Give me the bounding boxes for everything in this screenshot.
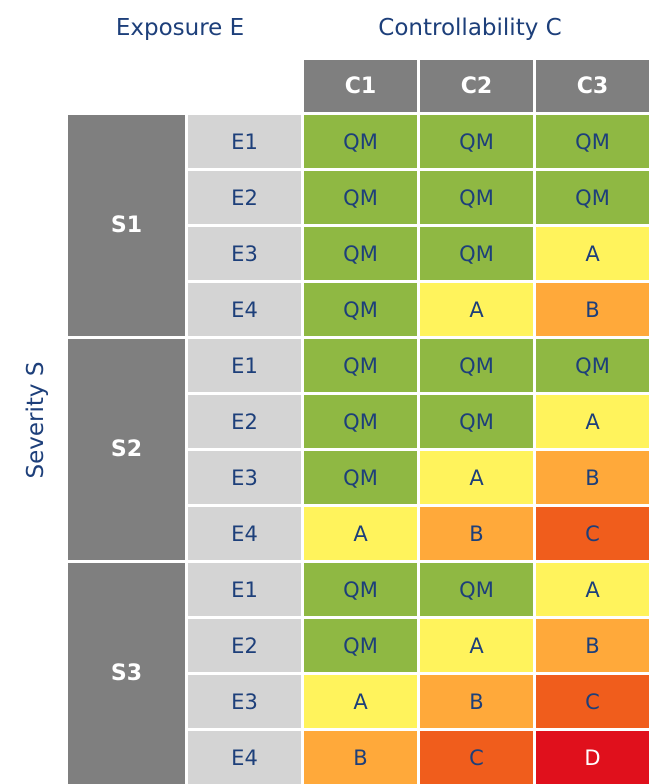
asil-cell-s3-e3-c2: B (420, 675, 533, 728)
exposure-label-s2-e4: E4 (188, 507, 301, 560)
asil-cell-s3-e1-c1: QM (304, 563, 417, 616)
exposure-label-s3-e3: E3 (188, 675, 301, 728)
asil-cell-s1-e2-c2: QM (420, 171, 533, 224)
exposure-label-s2-e1: E1 (188, 339, 301, 392)
asil-cell-s1-e4-c2: A (420, 283, 533, 336)
column-header-c1: C1 (304, 60, 417, 112)
asil-cell-s2-e4-c2: B (420, 507, 533, 560)
asil-cell-s1-e2-c1: QM (304, 171, 417, 224)
exposure-label-s3-e4: E4 (188, 731, 301, 784)
asil-cell-s3-e2-c3: B (536, 619, 649, 672)
asil-cell-s1-e3-c3: A (536, 227, 649, 280)
exposure-label-s3-e2: E2 (188, 619, 301, 672)
asil-cell-s1-e1-c3: QM (536, 115, 649, 168)
column-header-c2: C2 (420, 60, 533, 112)
asil-cell-s2-e1-c1: QM (304, 339, 417, 392)
column-header-c3: C3 (536, 60, 649, 112)
severity-s1: S1 (68, 115, 185, 336)
empty-corner (68, 60, 185, 112)
asil-cell-s3-e1-c2: QM (420, 563, 533, 616)
asil-cell-s1-e2-c3: QM (536, 171, 649, 224)
exposure-label-s1-e1: E1 (188, 115, 301, 168)
asil-cell-s3-e3-c1: A (304, 675, 417, 728)
exposure-label-s1-e3: E3 (188, 227, 301, 280)
severity-s3: S3 (68, 563, 185, 784)
asil-cell-s2-e4-c3: C (536, 507, 649, 560)
asil-cell-s2-e2-c2: QM (420, 395, 533, 448)
asil-cell-s2-e4-c1: A (304, 507, 417, 560)
exposure-label-s1-e2: E2 (188, 171, 301, 224)
exposure-axis-title: Exposure E (115, 15, 245, 41)
asil-cell-s2-e3-c1: QM (304, 451, 417, 504)
asil-cell-s2-e3-c3: B (536, 451, 649, 504)
asil-cell-s2-e2-c1: QM (304, 395, 417, 448)
asil-cell-s3-e1-c3: A (536, 563, 649, 616)
asil-cell-s2-e2-c3: A (536, 395, 649, 448)
asil-cell-s1-e4-c3: B (536, 283, 649, 336)
asil-cell-s1-e3-c1: QM (304, 227, 417, 280)
asil-cell-s3-e3-c3: C (536, 675, 649, 728)
asil-cell-s2-e1-c2: QM (420, 339, 533, 392)
asil-cell-s1-e1-c1: QM (304, 115, 417, 168)
asil-cell-s2-e3-c2: A (420, 451, 533, 504)
exposure-label-s2-e2: E2 (188, 395, 301, 448)
asil-cell-s3-e4-c1: B (304, 731, 417, 784)
controllability-axis-title: Controllability C (378, 15, 562, 41)
asil-cell-s3-e4-c3: D (536, 731, 649, 784)
asil-cell-s2-e1-c3: QM (536, 339, 649, 392)
asil-matrix: C1 C2 C3 S1 S2 S3 E1 QM QM QM E2 QM QM QM E3 QM QM… (68, 60, 649, 784)
severity-s2: S2 (68, 339, 185, 560)
exposure-label-s1-e4: E4 (188, 283, 301, 336)
asil-cell-s3-e2-c1: QM (304, 619, 417, 672)
severity-axis-title: Severity S (23, 361, 49, 479)
asil-cell-s1-e3-c2: QM (420, 227, 533, 280)
asil-cell-s3-e4-c2: C (420, 731, 533, 784)
exposure-label-s2-e3: E3 (188, 451, 301, 504)
asil-cell-s3-e2-c2: A (420, 619, 533, 672)
asil-cell-s1-e4-c1: QM (304, 283, 417, 336)
exposure-label-s3-e1: E1 (188, 563, 301, 616)
asil-cell-s1-e1-c2: QM (420, 115, 533, 168)
empty-corner (188, 60, 301, 112)
